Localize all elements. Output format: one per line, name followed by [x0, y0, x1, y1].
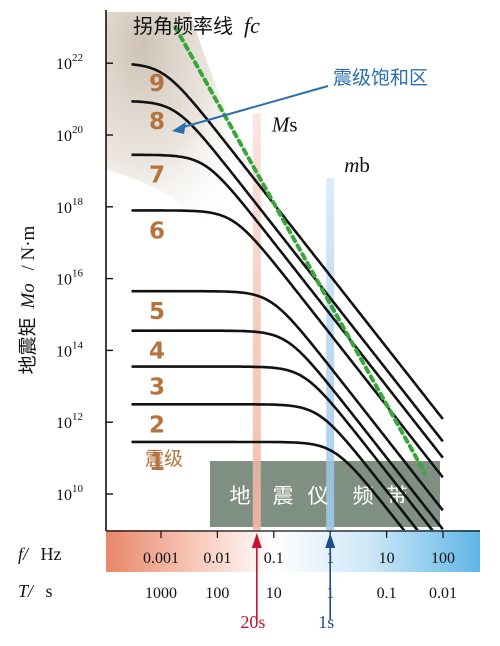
period-tick-label: 100 — [205, 585, 229, 602]
seismometer-band-char-0: 地 — [230, 484, 251, 508]
corner-frequency-line — [173, 25, 427, 476]
saturation-zone-arrowhead — [172, 122, 186, 134]
y-tick-base: 10 — [56, 415, 72, 432]
freq-tick-label: 0.01 — [203, 550, 231, 567]
freq-tick-label: 10 — [379, 550, 395, 567]
magnitude-label-5: 5 — [149, 299, 165, 325]
y-axis-title-unit: / N·m — [18, 225, 39, 270]
freq-tick-label: 100 — [431, 550, 455, 567]
mb-band — [326, 178, 335, 530]
seismometer-band — [210, 461, 440, 527]
period-marker-label: 1s — [318, 612, 334, 632]
corner-frequency-label: 拐角频率线 fc — [133, 13, 260, 38]
y-axis-title: 地震矩 Mo / N·m — [17, 225, 39, 374]
y-tick-label: 1016 — [56, 268, 84, 289]
magnitude-curve-4 — [131, 329, 444, 530]
y-tick-label: 1022 — [56, 52, 83, 73]
magnitude-label-4: 4 — [149, 339, 165, 365]
y-tick-exponent: 18 — [72, 196, 84, 208]
saturation-zone-label: 震级饱和区 — [333, 67, 428, 89]
ms-label: Ms — [271, 112, 298, 136]
y-tick-exponent: 12 — [72, 411, 83, 423]
period-tick-label: 0.1 — [377, 585, 397, 602]
y-tick-label: 1014 — [56, 339, 84, 360]
y-tick-exponent: 10 — [72, 483, 84, 495]
magnitude-curve-8 — [131, 100, 444, 443]
period-axis-unit: s — [46, 581, 53, 601]
y-tick-base: 10 — [56, 56, 72, 73]
saturation-zone-arrow — [179, 85, 329, 129]
magnitude-curve-6 — [131, 209, 444, 479]
magnitude-label-9: 9 — [149, 71, 165, 97]
mb-label-var: m — [344, 153, 359, 177]
magnitude-label-8: 8 — [149, 109, 165, 135]
ms-label-var: M — [271, 112, 291, 136]
y-tick-label: 1012 — [56, 411, 83, 432]
magnitude-caption: 震级 — [145, 448, 183, 470]
magnitude-curve-5 — [131, 289, 444, 512]
freq-tick-label: 0.1 — [264, 550, 284, 567]
corner-frequency-label-cn: 拐角频率线 — [133, 15, 233, 38]
period-tick-label: 1000 — [145, 585, 177, 602]
ms-band — [252, 113, 261, 531]
y-tick-label: 1020 — [56, 124, 84, 145]
period-tick-label: 0.01 — [429, 585, 457, 602]
magnitude-label-2: 2 — [149, 412, 165, 438]
corner-frequency-label-var: fc — [244, 13, 260, 38]
y-tick-base: 10 — [56, 200, 72, 217]
y-tick-exponent: 16 — [72, 268, 84, 280]
y-tick-exponent: 20 — [72, 124, 84, 136]
y-tick-exponent: 14 — [72, 339, 84, 351]
seismometer-band-char-1: 震 — [273, 484, 294, 508]
magnitude-label-1: 1 — [149, 450, 165, 476]
freq-tick-label: 0.001 — [143, 550, 179, 567]
y-tick-base: 10 — [56, 343, 72, 360]
period-marker-label: 20s — [240, 612, 265, 632]
y-tick-base: 10 — [56, 272, 72, 289]
seismometer-band-char-3: 频 — [353, 484, 374, 508]
seismometer-band-char-2: 仪 — [308, 484, 329, 508]
y-tick-label: 1010 — [56, 483, 84, 504]
period-axis-label: T/ s — [18, 581, 53, 601]
period-axis-var: T/ — [18, 581, 35, 601]
magnitude-curve-3 — [131, 365, 434, 530]
period-tick-label: 10 — [266, 585, 282, 602]
mb-label: mb — [344, 153, 370, 177]
y-axis-title-cn: 地震矩 — [17, 317, 39, 374]
magnitude-label-3: 3 — [149, 375, 165, 401]
ms-label-sub: s — [289, 112, 297, 136]
y-axis-title-var: Mo — [18, 283, 39, 309]
freq-axis-label: f/ Hz — [18, 544, 62, 564]
y-tick-base: 10 — [56, 487, 72, 504]
y-tick-exponent: 22 — [72, 52, 83, 64]
period-marker-arrowhead — [325, 533, 336, 548]
freq-axis-unit: Hz — [41, 544, 62, 564]
y-tick-base: 10 — [56, 128, 72, 145]
frequency-gradient-band — [106, 530, 480, 572]
magnitude-curve-2 — [131, 403, 419, 530]
magnitude-curve-9 — [131, 63, 444, 420]
magnitude-curve-1 — [131, 440, 406, 530]
y-tick-label: 1018 — [56, 196, 84, 217]
freq-axis-var: f/ — [18, 544, 30, 564]
period-marker-arrowhead — [251, 533, 262, 548]
mb-label-sub: b — [359, 153, 370, 177]
magnitude-label-6: 6 — [149, 218, 165, 244]
magnitude-curve-7 — [131, 153, 444, 459]
magnitude-label-7: 7 — [149, 163, 165, 189]
